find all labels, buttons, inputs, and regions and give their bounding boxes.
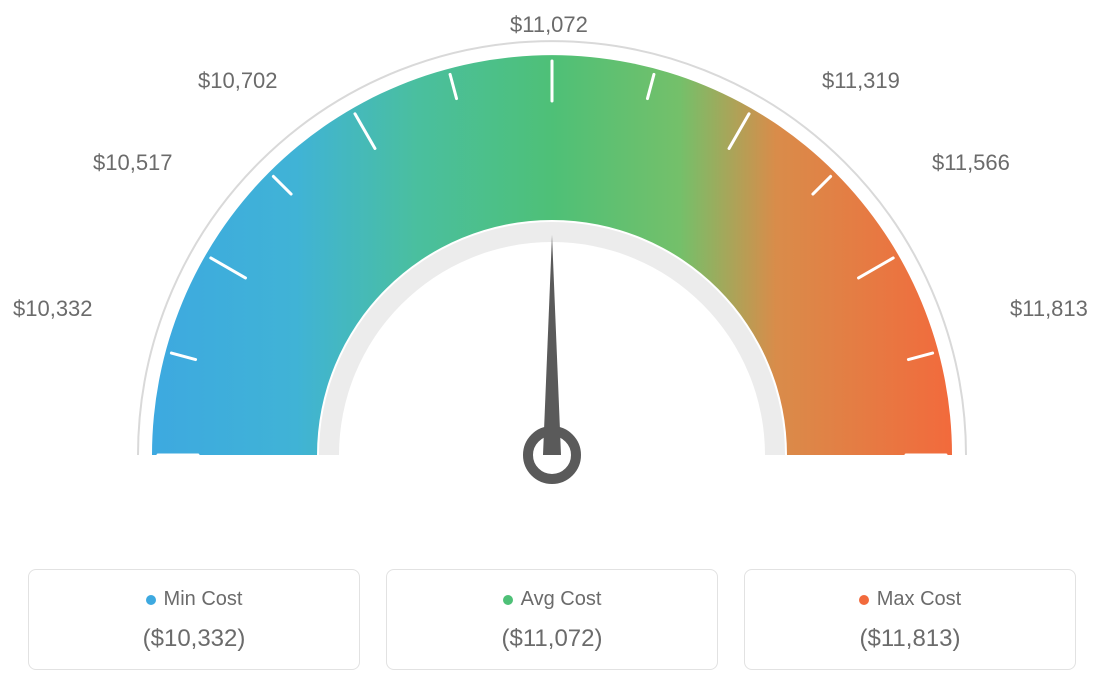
- card-header: Max Cost: [753, 588, 1067, 611]
- gauge-tick-label: $10,702: [198, 68, 278, 94]
- dot-icon: [859, 595, 869, 605]
- gauge-tick-label: $11,566: [932, 150, 1010, 176]
- card-header: Avg Cost: [395, 588, 709, 611]
- avg-cost-card: Avg Cost ($11,072): [386, 569, 718, 670]
- min-cost-card: Min Cost ($10,332): [28, 569, 360, 670]
- gauge-tick-label: $10,332: [13, 296, 93, 322]
- card-label: Avg Cost: [521, 588, 602, 611]
- dot-icon: [146, 595, 156, 605]
- card-value: ($10,332): [37, 625, 351, 653]
- card-label: Min Cost: [164, 588, 243, 611]
- cost-gauge-widget: $10,332 $10,517 $10,702 $11,072 $11,319 $11,5…: [0, 0, 1104, 690]
- gauge-tick-label: $11,072: [510, 12, 588, 38]
- max-cost-card: Max Cost ($11,813): [744, 569, 1076, 670]
- gauge-tick-label: $11,319: [822, 68, 900, 94]
- card-label: Max Cost: [877, 588, 961, 611]
- gauge-chart: $10,332 $10,517 $10,702 $11,072 $11,319 $11,5…: [0, 0, 1104, 560]
- card-header: Min Cost: [37, 588, 351, 611]
- card-value: ($11,072): [395, 625, 709, 653]
- dot-icon: [503, 595, 513, 605]
- gauge-tick-label: $11,813: [1010, 296, 1088, 322]
- summary-cards: Min Cost ($10,332) Avg Cost ($11,072) Ma…: [28, 569, 1076, 670]
- card-value: ($11,813): [753, 625, 1067, 653]
- gauge-tick-label: $10,517: [93, 150, 173, 176]
